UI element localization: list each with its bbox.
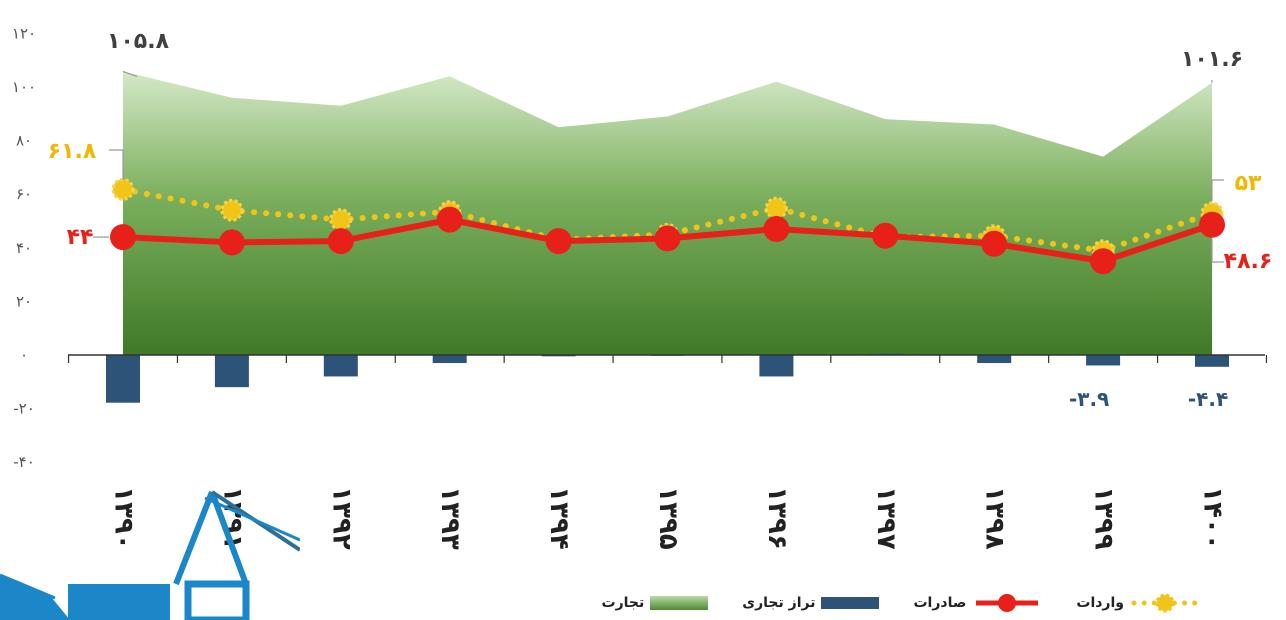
- exports-point: [436, 206, 463, 233]
- legend-trade-label: تجارت: [601, 595, 645, 611]
- legend: واردات صادرات تراز تجاری تجارت: [300, 590, 1200, 616]
- label-total-first: ۱۰۵.۸: [107, 29, 170, 54]
- exports-point: [981, 230, 1008, 257]
- legend-item-exports: صادرات: [913, 593, 1042, 613]
- legend-trade-swatch: [650, 596, 709, 610]
- y-axis-labels: ۱۲۰ ۱۰۰ ۸۰ ۶۰ ۴۰ ۲۰ ۰ -۲۰ -۴۰: [12, 24, 36, 471]
- y-tick-label: ۴۰: [16, 239, 32, 257]
- exports-point: [327, 228, 354, 255]
- leader-imports-last: [1211, 179, 1224, 201]
- balance-bar: [432, 355, 467, 364]
- y-tick-label: ۶۰: [16, 185, 32, 203]
- imports-point: [111, 177, 135, 201]
- x-tick-label: ۱۳۹۶: [762, 486, 792, 549]
- imports-point: [329, 208, 353, 232]
- legend-item-trade: تجارت: [602, 595, 709, 611]
- legend-exports-swatch: [976, 594, 1039, 612]
- x-axis-labels: ۱۳۹۰ ۱۳۹۱ ۱۳۹۲ ۱۳۹۳ ۱۳۹۴ ۱۳۹۵ ۱۳۹۶ ۱۳۹۷ ۱۳۹۸ ۱۳۹۹…: [109, 486, 1228, 550]
- imports-point: [220, 198, 244, 222]
- y-tick-label: -۴۰: [13, 453, 35, 471]
- legend-balance-swatch: [821, 597, 880, 609]
- x-axis: [67, 354, 1268, 363]
- balance-bar: [1086, 355, 1121, 366]
- leader-total-first: [122, 70, 138, 78]
- exports-point: [218, 229, 245, 256]
- y-tick-label: -۲۰: [13, 400, 35, 418]
- legend-imports-swatch: [1131, 593, 1199, 613]
- exports-point: [654, 225, 681, 252]
- x-tick-label: ۱۳۹۲: [326, 486, 356, 550]
- y-tick-label: ۰: [20, 346, 28, 364]
- balance-bar: [214, 355, 249, 388]
- legend-imports-label: واردات: [1076, 595, 1124, 611]
- label-exports-last: ۴۸.۶: [1224, 249, 1273, 274]
- y-tick-label: ۲۰: [16, 292, 32, 310]
- exports-point: [1199, 211, 1225, 238]
- legend-item-balance: تراز تجاری: [742, 595, 880, 611]
- y-tick-label: ۱۰۰: [12, 78, 36, 96]
- y-tick-label: ۱۲۰: [12, 24, 36, 42]
- x-tick-label: ۱۴۰۰: [1198, 486, 1228, 549]
- exports-point: [763, 216, 790, 243]
- legend-item-imports: واردات: [1076, 593, 1200, 613]
- exports-point: [872, 222, 899, 249]
- y-tick-label: ۸۰: [16, 132, 32, 150]
- legend-exports-label: صادرات: [913, 595, 967, 611]
- exports-series: [110, 206, 1225, 275]
- exports-point: [110, 224, 136, 251]
- balance-bar: [1195, 355, 1229, 367]
- x-tick-label: ۱۳۹۰: [109, 486, 139, 549]
- exports-point: [545, 228, 572, 255]
- crane-illustration: [0, 490, 300, 620]
- label-balance-1400: -۴.۴: [1188, 387, 1228, 411]
- balance-bar: [977, 355, 1012, 364]
- label-balance-1399: -۳.۹: [1069, 387, 1109, 411]
- label-exports-first: ۴۴: [67, 225, 94, 250]
- legend-balance-label: تراز تجاری: [742, 595, 816, 611]
- trade-area: [123, 71, 1212, 356]
- balance-bar: [759, 355, 794, 377]
- label-total-last: ۱۰۱.۶: [1181, 47, 1243, 72]
- x-tick-label: ۱۳۹۷: [871, 486, 901, 550]
- label-imports-first: ۶۱.۸: [48, 139, 97, 164]
- x-tick-label: ۱۳۹۹: [1089, 486, 1119, 550]
- leader-imports-first: [109, 149, 124, 180]
- leader-exports-last: [1211, 238, 1224, 263]
- balance-bar: [323, 355, 358, 377]
- balance-bar: [106, 355, 140, 403]
- x-tick-label: ۱۳۹۴: [544, 486, 574, 549]
- data-labels: ۱۰۵.۸ ۱۰۱.۶ ۶۱.۸ ۵۳ ۴۴ ۴۸.۶ -۳.۹ -۴.۴: [48, 29, 1273, 411]
- label-imports-last: ۵۳: [1235, 171, 1262, 196]
- x-tick-label: ۱۳۹۵: [653, 486, 683, 550]
- exports-point: [1090, 248, 1117, 275]
- x-tick-label: ۱۳۹۸: [980, 486, 1010, 550]
- imports-point: [764, 196, 788, 220]
- x-tick-label: ۱۳۹۳: [435, 486, 465, 550]
- trade-area-series: [123, 71, 1212, 356]
- balance-bars: [106, 353, 1229, 403]
- imports-line: [120, 186, 1215, 254]
